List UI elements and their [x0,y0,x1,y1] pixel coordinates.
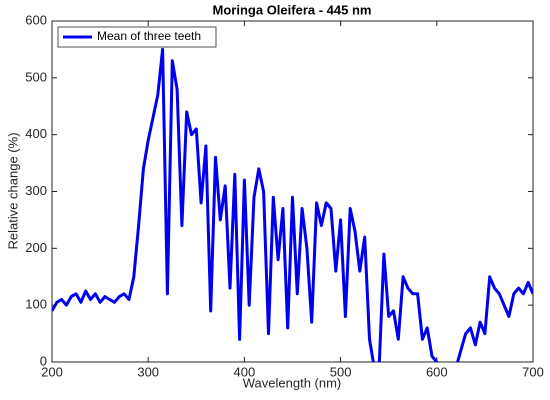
x-tick-label: 400 [234,364,256,379]
y-tick-label: 200 [25,240,47,255]
legend-box [57,26,217,48]
x-tick-label: 300 [137,364,159,379]
y-tick-label: 300 [25,183,47,198]
axes: 200 300 400 500 600 700 0 100 200 300 400 500 600 [25,12,544,379]
y-tick-label: 400 [25,126,47,141]
chart-title: Moringa Oleifera - 445 nm [213,2,372,17]
y-tick-label: 0 [40,353,47,368]
x-tick-label: 500 [330,364,352,379]
data-line [52,47,533,362]
x-tick-label: 700 [522,364,544,379]
x-tick-label: 200 [41,364,63,379]
x-axis-label: Wavelength (nm) [243,375,342,390]
y-tick-label: 600 [25,12,47,27]
y-tick-label: 100 [25,297,47,312]
x-tick-label: 600 [426,364,448,379]
y-tick-label: 500 [25,69,47,84]
plot-area [51,20,534,363]
plot-lines [52,47,533,362]
y-axis-label: Relative change (%) [5,132,20,249]
legend: Mean of three teeth [57,26,217,48]
legend-label: Mean of three teeth [97,29,201,43]
